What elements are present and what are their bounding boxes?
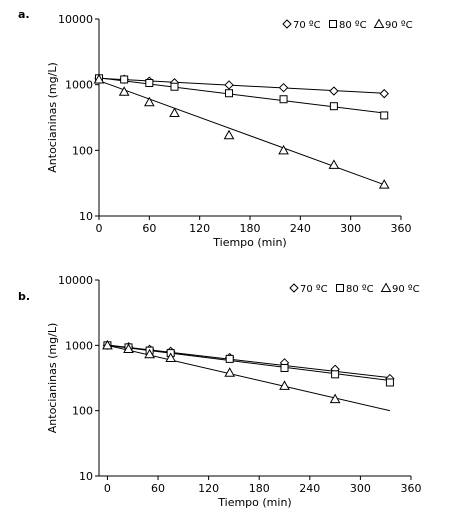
y-axis-label: Antocianinas (mg/L) xyxy=(46,62,59,172)
data-point-triangle xyxy=(279,380,290,390)
legend-marker-square xyxy=(336,284,344,292)
x-tick-label: 180 xyxy=(249,482,270,495)
trend-line-diamond xyxy=(98,77,385,94)
legend-marker-triangle xyxy=(373,18,385,28)
y-tick-label: 10 xyxy=(79,210,93,223)
x-tick-label: 300 xyxy=(340,222,361,235)
trend-line-triangle xyxy=(107,344,391,412)
trend-line-triangle xyxy=(98,80,385,186)
y-tick-label: 100 xyxy=(72,405,93,418)
legend-label: 70 ºC xyxy=(293,20,321,31)
legend-label: 70 ºC xyxy=(300,284,328,295)
data-point-square xyxy=(280,363,289,372)
data-point-square xyxy=(145,79,154,88)
data-point-diamond xyxy=(329,86,339,96)
data-point-triangle xyxy=(93,73,105,84)
data-point-square xyxy=(225,354,234,363)
data-point-triangle xyxy=(224,367,236,377)
panel-label: a. xyxy=(18,8,30,21)
data-point-triangle xyxy=(123,343,134,353)
data-point-triangle xyxy=(278,144,289,155)
data-point-square xyxy=(380,111,389,120)
legend-marker-square xyxy=(329,20,337,28)
trend-line-diamond xyxy=(107,344,390,379)
data-point-square xyxy=(120,75,129,84)
y-tick-label: 10 xyxy=(79,470,93,483)
data-point-triangle xyxy=(329,393,341,404)
data-point-square xyxy=(279,95,288,104)
data-point-square xyxy=(170,82,179,91)
y-tick-label: 10000 xyxy=(58,274,93,287)
x-tick-label: 120 xyxy=(198,482,219,495)
data-point-triangle xyxy=(165,352,177,362)
data-point-square xyxy=(331,370,340,379)
panel-label: b. xyxy=(18,290,30,303)
panel-a: a. 10 100 1000 10000 0 60 120 180 240 300 360 Tiempo… xyxy=(18,8,413,249)
data-point-square xyxy=(385,378,394,387)
y-tick-label: 10000 xyxy=(58,13,93,26)
data-point-triangle xyxy=(169,107,180,118)
y-tick-label: 1000 xyxy=(65,79,93,92)
x-axis-label: Tiempo (min) xyxy=(217,496,291,509)
x-axis-label: Tiempo (min) xyxy=(212,236,286,249)
data-point-triangle xyxy=(118,86,130,96)
y-axis-label: Antocianinas (mg/L) xyxy=(46,323,59,433)
legend-marker-triangle xyxy=(380,282,392,292)
legend-label: 90 ºC xyxy=(385,20,413,31)
x-tick-label: 360 xyxy=(391,222,412,235)
x-tick-label: 300 xyxy=(350,482,371,495)
x-tick-label: 120 xyxy=(189,222,210,235)
x-tick-label: 360 xyxy=(401,482,422,495)
panel-b: b. 10 100 1000 10000 0 60 120 180 240 300 360 Tiempo… xyxy=(18,274,422,509)
legend-marker-diamond xyxy=(282,19,292,29)
data-point-diamond xyxy=(278,82,289,93)
y-tick-label: 100 xyxy=(72,144,93,157)
legend-label: 80 ºC xyxy=(339,20,367,31)
x-tick-label: 240 xyxy=(299,482,320,495)
data-point-triangle xyxy=(328,159,340,169)
data-point-triangle xyxy=(144,348,155,359)
x-tick-label: 60 xyxy=(151,482,165,495)
trend-line-square xyxy=(107,344,390,381)
data-point-triangle xyxy=(143,96,155,107)
legend-label: 80 ºC xyxy=(346,284,374,295)
data-point-diamond xyxy=(224,80,234,90)
data-point-square xyxy=(225,89,234,98)
legend-marker-diamond xyxy=(289,283,299,293)
data-point-triangle xyxy=(223,129,235,140)
data-point-square xyxy=(329,102,338,111)
data-point-triangle xyxy=(378,179,390,189)
x-tick-label: 240 xyxy=(290,222,311,235)
x-tick-label: 60 xyxy=(142,222,156,235)
x-tick-label: 0 xyxy=(104,482,111,495)
data-point-diamond xyxy=(379,88,389,99)
y-tick-label: 1000 xyxy=(65,339,93,352)
x-tick-label: 0 xyxy=(96,222,103,235)
legend-label: 90 ºC xyxy=(392,284,420,295)
x-tick-label: 180 xyxy=(240,222,261,235)
trend-line-square xyxy=(98,77,385,114)
data-point-triangle xyxy=(102,339,113,350)
